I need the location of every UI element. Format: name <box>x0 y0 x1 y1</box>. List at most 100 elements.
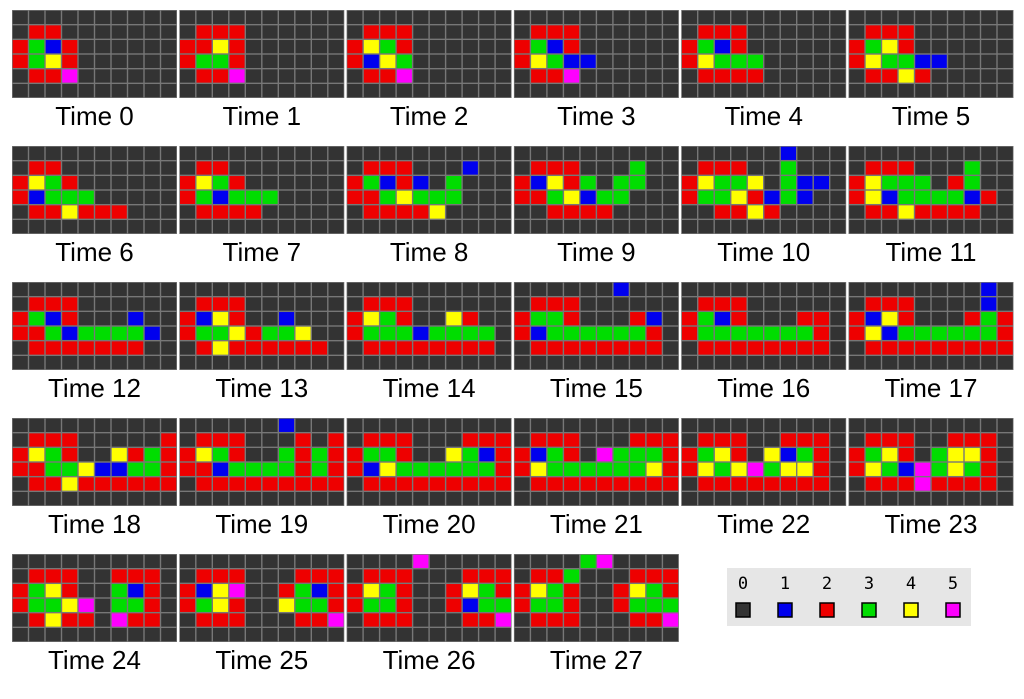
cell <box>780 10 796 24</box>
cell <box>180 462 196 476</box>
cell <box>830 146 846 160</box>
cell <box>128 326 144 340</box>
panel-background <box>179 282 345 370</box>
cell <box>898 54 914 68</box>
cell <box>813 190 829 204</box>
cell <box>462 569 478 583</box>
cell <box>698 25 714 39</box>
cell <box>161 584 177 598</box>
cell <box>380 161 396 175</box>
cell <box>882 54 898 68</box>
cell <box>462 554 478 568</box>
cell <box>312 161 328 175</box>
cell <box>964 25 980 39</box>
cell <box>931 40 947 54</box>
cell <box>849 176 865 190</box>
cell <box>144 628 160 642</box>
cell <box>997 462 1013 476</box>
cell <box>747 326 763 340</box>
legend-swatch <box>903 602 919 618</box>
cell <box>479 462 495 476</box>
cell <box>396 356 412 370</box>
cell <box>95 418 111 432</box>
cell <box>45 569 61 583</box>
cell <box>446 190 462 204</box>
cell <box>262 161 278 175</box>
cell <box>279 312 295 326</box>
cell <box>849 312 865 326</box>
cell <box>111 433 127 447</box>
cell <box>531 613 547 627</box>
cell <box>780 312 796 326</box>
cell <box>830 84 846 98</box>
cell <box>29 54 45 68</box>
cell <box>495 84 511 98</box>
cell <box>849 326 865 340</box>
cell <box>229 84 245 98</box>
cell <box>413 54 429 68</box>
cell <box>363 492 379 506</box>
cell <box>328 628 344 642</box>
cell <box>731 418 747 432</box>
cell <box>797 25 813 39</box>
cell <box>161 190 177 204</box>
cell <box>564 554 580 568</box>
cell <box>446 341 462 355</box>
cell <box>229 477 245 491</box>
cell <box>882 161 898 175</box>
cell <box>295 613 311 627</box>
cell <box>514 146 530 160</box>
cell <box>630 84 646 98</box>
cell <box>764 69 780 83</box>
cell <box>295 341 311 355</box>
cell <box>564 54 580 68</box>
cell <box>797 433 813 447</box>
cell <box>597 25 613 39</box>
cell <box>981 492 997 506</box>
cell <box>312 312 328 326</box>
cell <box>78 297 94 311</box>
cell <box>45 161 61 175</box>
cell <box>646 25 662 39</box>
cell <box>714 282 730 296</box>
cell <box>564 312 580 326</box>
cell <box>865 176 881 190</box>
cell <box>663 477 679 491</box>
cell <box>580 477 596 491</box>
cell <box>111 282 127 296</box>
cell <box>931 433 947 447</box>
cell <box>514 341 530 355</box>
cell <box>413 190 429 204</box>
cell <box>213 326 229 340</box>
cell <box>363 146 379 160</box>
cell <box>347 54 363 68</box>
cell <box>613 84 629 98</box>
cell <box>981 161 997 175</box>
cell <box>429 205 445 219</box>
cell <box>813 356 829 370</box>
cell <box>813 341 829 355</box>
cell <box>580 84 596 98</box>
cell <box>597 297 613 311</box>
cell <box>613 312 629 326</box>
cell <box>196 220 212 234</box>
cell <box>747 297 763 311</box>
cell <box>12 356 28 370</box>
cell <box>630 598 646 612</box>
cell <box>495 161 511 175</box>
cell <box>396 297 412 311</box>
cell <box>45 628 61 642</box>
cell <box>531 312 547 326</box>
cell <box>396 282 412 296</box>
cell <box>161 54 177 68</box>
cell <box>698 176 714 190</box>
cell <box>514 462 530 476</box>
cell <box>144 220 160 234</box>
cell <box>229 146 245 160</box>
cell <box>964 312 980 326</box>
cell <box>279 282 295 296</box>
cell <box>646 448 662 462</box>
cell <box>128 25 144 39</box>
cell <box>62 628 78 642</box>
cell <box>144 492 160 506</box>
